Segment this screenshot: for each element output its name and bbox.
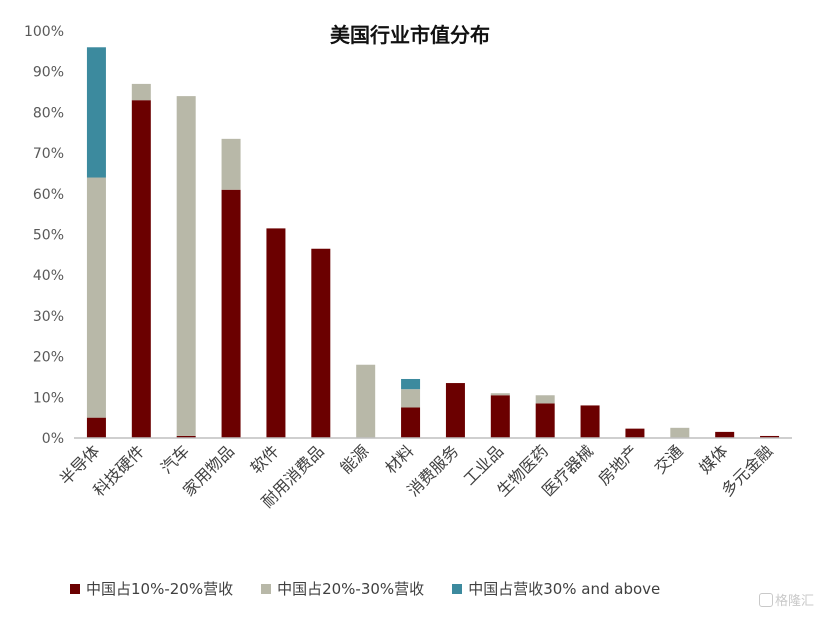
bar-segment-2 xyxy=(401,389,421,408)
legend-swatch xyxy=(261,583,272,594)
bar-segment-1 xyxy=(401,407,421,438)
chart-title: 美国行业市值分布 xyxy=(330,23,490,47)
legend-swatch xyxy=(70,583,80,594)
bar-segment-1 xyxy=(760,435,780,438)
bar-segment-1 xyxy=(311,248,331,438)
y-tick-label: 90% xyxy=(33,65,64,81)
bar-segment-3 xyxy=(86,47,106,178)
bar-segment-1 xyxy=(625,428,645,438)
y-tick-label: 50% xyxy=(33,228,64,244)
legend-label: 中国占营收30% and above xyxy=(468,580,661,598)
y-tick-label: 30% xyxy=(33,309,64,325)
y-tick-label: 0% xyxy=(42,431,64,447)
bar-segment-2 xyxy=(670,427,690,438)
bar-segment-3 xyxy=(401,378,421,390)
legend-label: 中国占20%-30%营收 xyxy=(277,580,425,598)
bar-segment-1 xyxy=(580,405,600,438)
bar-segment-2 xyxy=(131,83,151,101)
bar-segment-1 xyxy=(535,403,555,438)
x-tick-label: 软件 xyxy=(247,441,283,477)
x-tick-label: 能源 xyxy=(336,441,372,477)
watermark-text: 格隆汇 xyxy=(774,594,814,609)
x-tick-label: 材料 xyxy=(381,441,417,477)
bar-segment-1 xyxy=(131,100,151,438)
y-tick-label: 100% xyxy=(24,24,64,40)
legend-item-30-plus: 中国占营收30% and above xyxy=(452,578,660,599)
bar-segment-2 xyxy=(86,177,106,418)
x-tick-label: 汽车 xyxy=(157,441,193,477)
bar-segment-2 xyxy=(221,138,241,190)
legend-item-20-30: 中国占20%-30%营收 xyxy=(261,578,424,599)
x-tick-label: 房地产 xyxy=(594,441,641,488)
x-tick-label: 媒体 xyxy=(695,441,731,477)
bar-segment-2 xyxy=(490,393,510,396)
bar-segment-1 xyxy=(445,383,465,438)
legend-item-10-20: 中国占10%-20%营收 xyxy=(70,578,233,599)
bar-segment-2 xyxy=(535,395,555,404)
y-axis: 0% 10% 20% 30% 40% 50% 60% 70% 80% 90% 100% xyxy=(24,24,64,447)
y-tick-label: 10% xyxy=(33,390,64,406)
bar-segment-1 xyxy=(221,189,241,438)
legend-swatch xyxy=(452,583,463,594)
watermark: 格隆汇 xyxy=(758,590,814,609)
x-tick-label: 交通 xyxy=(651,441,687,477)
y-tick-label: 40% xyxy=(33,268,64,284)
bar-segment-2 xyxy=(176,96,196,436)
bar-segment-2 xyxy=(356,364,376,438)
y-tick-label: 80% xyxy=(33,105,64,121)
bar-segment-1 xyxy=(490,395,510,438)
y-tick-label: 70% xyxy=(33,146,64,162)
bar-segment-1 xyxy=(176,435,196,438)
watermark-logo-icon xyxy=(758,592,773,607)
bar-segment-1 xyxy=(715,431,735,438)
bar-segment-1 xyxy=(86,417,106,438)
y-tick-label: 20% xyxy=(33,350,64,366)
bar-segment-1 xyxy=(266,228,286,438)
legend-label: 中国占10%-20%营收 xyxy=(86,580,234,598)
bars xyxy=(86,47,780,438)
legend: 中国占10%-20%营收 中国占20%-30%营收 中国占营收30% and a… xyxy=(70,578,660,599)
y-tick-label: 60% xyxy=(33,187,64,203)
